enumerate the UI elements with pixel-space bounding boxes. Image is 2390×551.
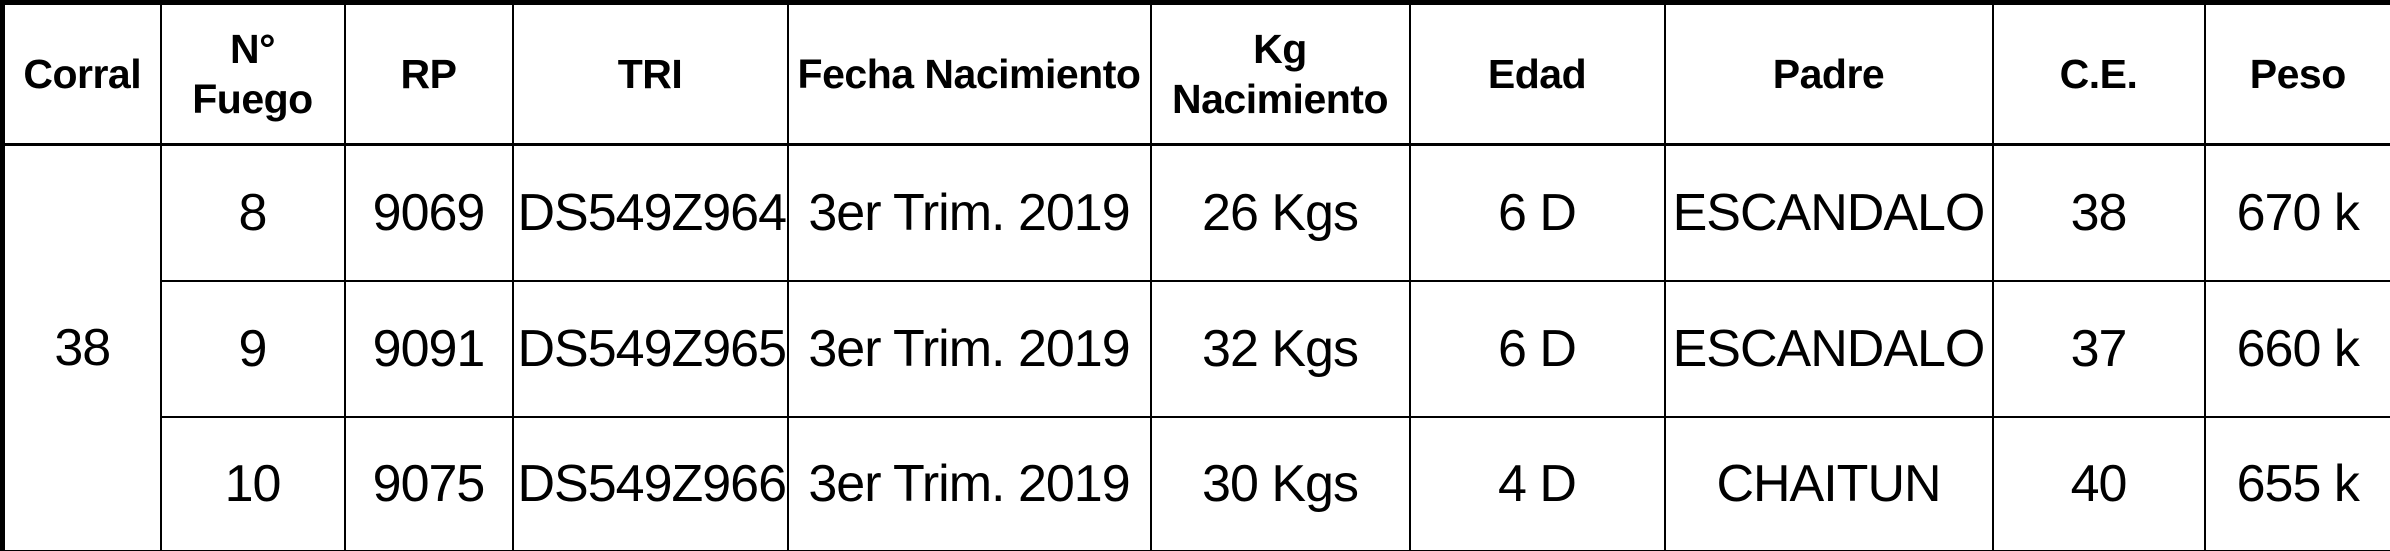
cell-fecha-nacimiento: 3er Trim. 2019 (786, 415, 1152, 551)
cell-edad: 6 D (1408, 143, 1666, 282)
column-header-tri: TRI (511, 1, 789, 146)
cell-kg-nacimiento: 32 Kgs (1149, 279, 1411, 418)
cell-ce: 40 (1991, 415, 2206, 551)
cell-fecha-nacimiento: 3er Trim. 2019 (786, 279, 1152, 418)
column-header-padre: Padre (1663, 1, 1994, 146)
column-header-rp: RP (343, 1, 514, 146)
cell-kg-nacimiento: 30 Kgs (1149, 415, 1411, 551)
cell-tri: DS549Z964 (511, 143, 789, 282)
column-header-edad: Edad (1408, 1, 1666, 146)
cell-padre: ESCANDALO (1663, 143, 1994, 282)
table-row: 38 8 9069 DS549Z964 3er Trim. 2019 26 Kg… (1, 143, 2390, 551)
column-header-kg-nacimiento: Kg Nacimiento (1149, 1, 1411, 146)
cell-n-fuego: 10 (159, 415, 346, 551)
cell-kg-nacimiento: 26 Kgs (1149, 143, 1411, 282)
cell-rp: 9075 (343, 415, 514, 551)
cell-rp: 9069 (343, 143, 514, 282)
cell-ce: 37 (1991, 279, 2206, 418)
column-header-fecha-nacimiento: Fecha Nacimiento (786, 1, 1152, 146)
cell-peso: 655 k (2203, 415, 2390, 551)
cell-corral-merged: 38 (1, 143, 162, 551)
table-row: 9 9091 DS549Z965 3er Trim. 2019 32 Kgs 6… (3, 279, 2390, 418)
cell-ce: 38 (1991, 143, 2206, 282)
column-header-n-fuego: N° Fuego (159, 1, 346, 146)
cell-peso: 660 k (2203, 279, 2390, 418)
cell-tri: DS549Z965 (511, 279, 789, 418)
table-header-row: Corral N° Fuego RP TRI Fecha Nacimiento … (1, 1, 2390, 146)
column-header-ce: C.E. (1991, 1, 2206, 146)
cell-edad: 4 D (1408, 415, 1666, 551)
cell-padre: ESCANDALO (1663, 279, 1994, 418)
cell-edad: 6 D (1408, 279, 1666, 418)
cell-tri: DS549Z966 (511, 415, 789, 551)
cell-n-fuego: 8 (159, 143, 346, 282)
cell-n-fuego: 9 (159, 279, 346, 418)
cell-peso: 670 k (2203, 143, 2390, 282)
cell-fecha-nacimiento: 3er Trim. 2019 (786, 143, 1152, 282)
table-row: 10 9075 DS549Z966 3er Trim. 2019 30 Kgs … (3, 415, 2390, 551)
column-header-corral: Corral (1, 1, 162, 146)
cell-rp: 9091 (343, 279, 514, 418)
cell-padre: CHAITUN (1663, 415, 1994, 551)
column-header-peso: Peso (2203, 1, 2390, 146)
